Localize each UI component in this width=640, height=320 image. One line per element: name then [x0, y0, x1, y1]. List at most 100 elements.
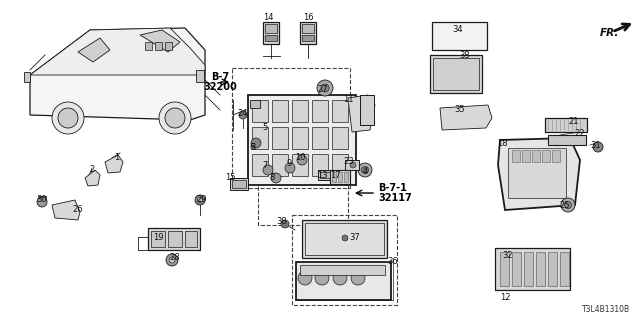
Bar	[168, 231, 182, 247]
Bar	[148, 228, 200, 250]
Circle shape	[321, 84, 329, 92]
Bar	[302, 35, 314, 41]
Bar	[263, 22, 279, 44]
Text: 32117: 32117	[378, 193, 412, 203]
Text: 5: 5	[262, 124, 268, 132]
Bar	[532, 150, 540, 162]
Text: 34: 34	[452, 26, 463, 35]
Bar	[252, 100, 268, 122]
Circle shape	[251, 138, 261, 148]
Bar	[292, 215, 397, 305]
Bar	[300, 22, 316, 44]
Bar	[524, 252, 533, 286]
Bar	[433, 58, 479, 90]
Text: 4: 4	[362, 167, 367, 177]
Bar	[296, 262, 391, 300]
Bar	[508, 148, 566, 198]
Bar	[318, 170, 332, 180]
Polygon shape	[498, 138, 580, 210]
Text: 17: 17	[330, 171, 340, 180]
Bar	[252, 154, 268, 176]
Text: 6: 6	[250, 143, 255, 153]
Bar	[151, 231, 165, 247]
Bar	[248, 95, 356, 185]
Text: 38: 38	[276, 218, 287, 227]
Circle shape	[58, 108, 78, 128]
Text: 36: 36	[388, 258, 398, 267]
Bar	[330, 170, 350, 184]
Text: 19: 19	[153, 233, 163, 242]
Circle shape	[564, 202, 572, 209]
Bar	[432, 22, 487, 50]
Bar	[545, 118, 587, 132]
Circle shape	[198, 197, 202, 203]
Polygon shape	[78, 38, 110, 62]
Bar	[536, 252, 545, 286]
Bar	[312, 100, 328, 122]
Text: B-7: B-7	[211, 72, 229, 82]
Circle shape	[263, 165, 273, 175]
Text: 25: 25	[560, 201, 570, 210]
Bar	[344, 172, 348, 182]
Bar	[196, 70, 204, 82]
Bar	[165, 42, 172, 50]
Bar	[338, 172, 342, 182]
Bar	[250, 100, 260, 108]
Text: FR.: FR.	[600, 28, 620, 38]
Circle shape	[166, 254, 178, 266]
Bar	[320, 172, 330, 178]
Bar	[302, 220, 387, 258]
Circle shape	[169, 257, 175, 263]
Circle shape	[351, 271, 365, 285]
Text: 24: 24	[237, 108, 248, 117]
Text: 30: 30	[36, 196, 47, 204]
Circle shape	[358, 163, 372, 177]
Bar	[252, 127, 268, 149]
Bar	[272, 100, 288, 122]
Bar	[512, 150, 520, 162]
Circle shape	[195, 195, 205, 205]
Text: 18: 18	[497, 139, 508, 148]
Text: 15: 15	[225, 173, 236, 182]
Bar	[345, 160, 359, 170]
Text: 9: 9	[286, 159, 292, 169]
Polygon shape	[105, 155, 123, 173]
Circle shape	[285, 163, 295, 173]
Bar	[272, 154, 288, 176]
Circle shape	[561, 198, 575, 212]
Circle shape	[281, 220, 289, 228]
Circle shape	[298, 271, 312, 285]
Circle shape	[37, 197, 47, 207]
Polygon shape	[85, 170, 100, 186]
Bar	[145, 42, 152, 50]
Text: T3L4B1310B: T3L4B1310B	[582, 305, 630, 314]
Text: 10: 10	[295, 153, 305, 162]
Bar	[512, 252, 521, 286]
Bar	[300, 265, 385, 275]
Bar	[24, 72, 30, 82]
Circle shape	[342, 235, 348, 241]
Bar	[560, 252, 569, 286]
Bar	[258, 163, 348, 225]
Bar	[500, 252, 509, 286]
Polygon shape	[30, 28, 205, 120]
Text: 26: 26	[73, 205, 83, 214]
Text: 28: 28	[170, 253, 180, 262]
Text: 3: 3	[250, 143, 256, 153]
Circle shape	[593, 142, 603, 152]
Polygon shape	[440, 105, 492, 130]
Bar	[155, 42, 162, 50]
Bar	[552, 150, 560, 162]
Bar	[495, 248, 570, 290]
Bar	[265, 35, 277, 41]
Bar	[332, 127, 348, 149]
Text: 32200: 32200	[203, 82, 237, 92]
Bar	[232, 180, 246, 188]
Circle shape	[362, 166, 369, 173]
Text: 29: 29	[196, 196, 207, 204]
Text: 21: 21	[569, 117, 579, 126]
Text: 27: 27	[317, 85, 328, 94]
Bar	[360, 95, 374, 125]
Text: 35: 35	[454, 106, 465, 115]
Circle shape	[315, 271, 329, 285]
